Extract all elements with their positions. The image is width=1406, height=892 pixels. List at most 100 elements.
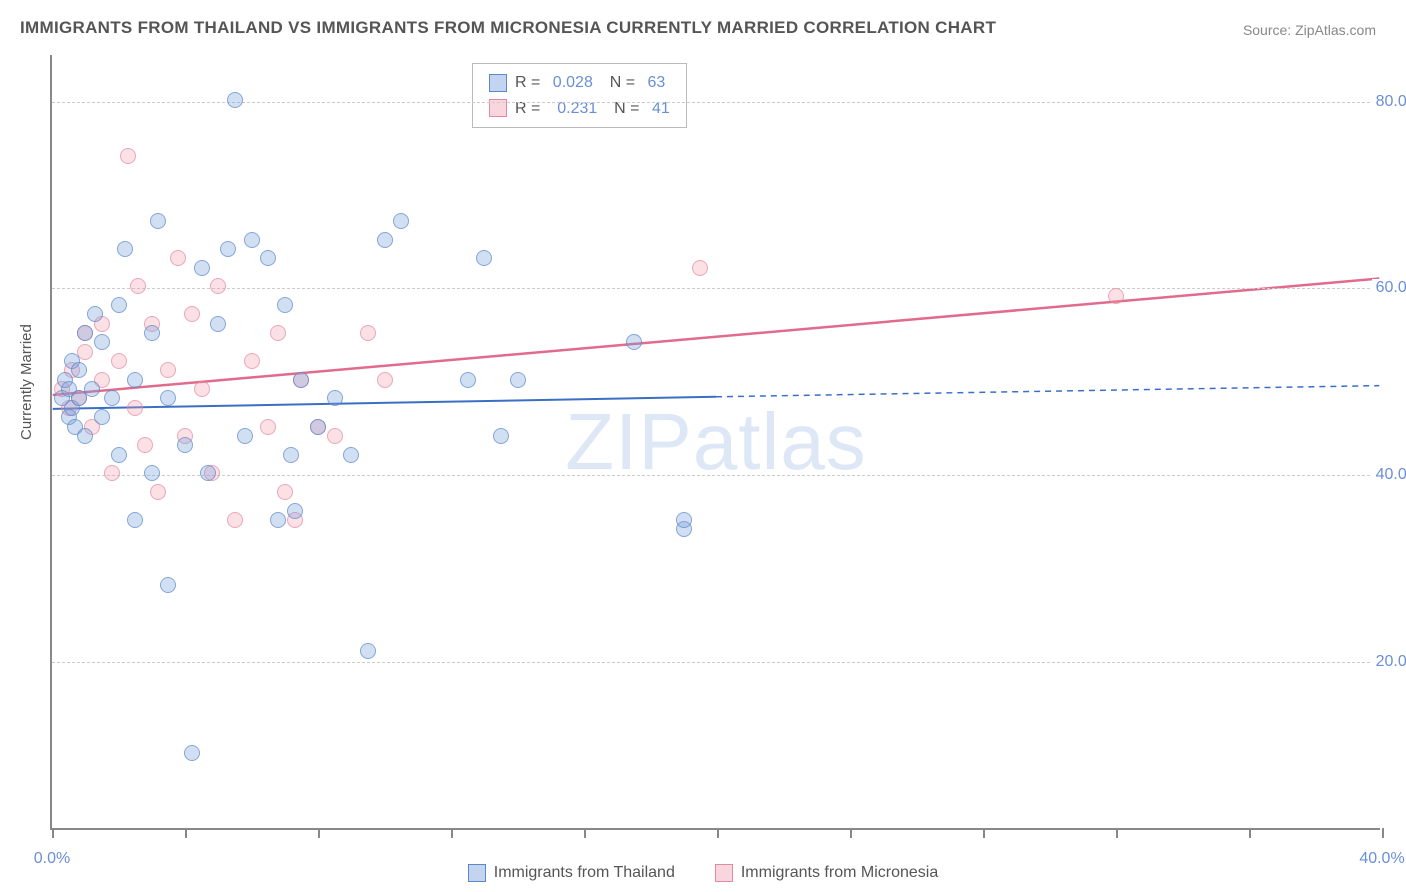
data-point xyxy=(260,250,276,266)
legend-item-thailand: Immigrants from Thailand xyxy=(468,864,675,882)
data-point xyxy=(244,232,260,248)
data-point xyxy=(287,503,303,519)
plot-area: ZIPatlas R = 0.028 N = 63 R = 0.231 N = … xyxy=(50,55,1380,830)
data-point xyxy=(360,325,376,341)
y-axis-label: Currently Married xyxy=(18,324,35,440)
data-point xyxy=(493,428,509,444)
data-point xyxy=(510,372,526,388)
data-point xyxy=(460,372,476,388)
data-point xyxy=(220,241,236,257)
x-tick xyxy=(1249,828,1251,838)
chart-title: IMMIGRANTS FROM THAILAND VS IMMIGRANTS F… xyxy=(20,18,996,38)
data-point xyxy=(260,419,276,435)
source-label: Source: ZipAtlas.com xyxy=(1243,22,1376,38)
data-point xyxy=(227,512,243,528)
data-point xyxy=(137,437,153,453)
data-point xyxy=(94,409,110,425)
x-tick xyxy=(584,828,586,838)
y-tick-label: 40.0% xyxy=(1372,466,1406,484)
data-point xyxy=(676,512,692,528)
swatch-blue-icon xyxy=(489,74,507,92)
x-tick xyxy=(1116,828,1118,838)
data-point xyxy=(130,278,146,294)
data-point xyxy=(127,372,143,388)
data-point xyxy=(117,241,133,257)
r-value: 0.028 xyxy=(553,70,593,96)
data-point xyxy=(227,92,243,108)
data-point xyxy=(194,381,210,397)
data-point xyxy=(160,577,176,593)
data-point xyxy=(343,447,359,463)
data-point xyxy=(310,419,326,435)
data-point xyxy=(111,353,127,369)
legend-item-micronesia: Immigrants from Micronesia xyxy=(715,864,938,882)
data-point xyxy=(111,447,127,463)
stats-row-micronesia: R = 0.231 N = 41 xyxy=(489,96,670,122)
data-point xyxy=(94,334,110,350)
data-point xyxy=(626,334,642,350)
x-tick xyxy=(318,828,320,838)
legend-label: Immigrants from Thailand xyxy=(494,864,675,882)
data-point xyxy=(120,148,136,164)
data-point xyxy=(104,390,120,406)
data-point xyxy=(170,250,186,266)
data-point xyxy=(127,512,143,528)
gridline xyxy=(52,662,1380,663)
data-point xyxy=(71,362,87,378)
data-point xyxy=(277,484,293,500)
data-point xyxy=(283,447,299,463)
data-point xyxy=(77,344,93,360)
data-point xyxy=(327,390,343,406)
data-point xyxy=(393,213,409,229)
data-point xyxy=(270,325,286,341)
data-point xyxy=(77,428,93,444)
x-tick xyxy=(850,828,852,838)
x-tick xyxy=(451,828,453,838)
data-point xyxy=(150,213,166,229)
stats-box: R = 0.028 N = 63 R = 0.231 N = 41 xyxy=(472,63,687,128)
data-point xyxy=(210,316,226,332)
data-point xyxy=(160,390,176,406)
data-point xyxy=(293,372,309,388)
data-point xyxy=(237,428,253,444)
watermark: ZIPatlas xyxy=(565,396,866,488)
y-tick-label: 60.0% xyxy=(1372,279,1406,297)
swatch-blue-icon xyxy=(468,864,486,882)
data-point xyxy=(111,297,127,313)
data-point xyxy=(87,306,103,322)
data-point xyxy=(200,465,216,481)
swatch-pink-icon xyxy=(715,864,733,882)
data-point xyxy=(377,232,393,248)
data-point xyxy=(360,643,376,659)
gridline xyxy=(52,475,1380,476)
data-point xyxy=(104,465,120,481)
x-tick xyxy=(52,828,54,838)
data-point xyxy=(127,400,143,416)
bottom-legend: Immigrants from Thailand Immigrants from… xyxy=(0,864,1406,882)
n-value: 63 xyxy=(648,70,666,96)
y-tick-label: 80.0% xyxy=(1372,93,1406,111)
data-point xyxy=(377,372,393,388)
data-point xyxy=(194,260,210,276)
data-point xyxy=(144,465,160,481)
data-point xyxy=(476,250,492,266)
r-value: 0.231 xyxy=(557,96,597,122)
data-point xyxy=(692,260,708,276)
gridline xyxy=(52,102,1380,103)
x-tick xyxy=(717,828,719,838)
data-point xyxy=(184,745,200,761)
data-point xyxy=(327,428,343,444)
gridline xyxy=(52,288,1380,289)
data-point xyxy=(150,484,166,500)
data-point xyxy=(184,306,200,322)
data-point xyxy=(277,297,293,313)
data-point xyxy=(270,512,286,528)
x-tick xyxy=(1382,828,1384,838)
data-point xyxy=(77,325,93,341)
stats-row-thailand: R = 0.028 N = 63 xyxy=(489,70,670,96)
legend-label: Immigrants from Micronesia xyxy=(741,864,938,882)
data-point xyxy=(84,381,100,397)
n-value: 41 xyxy=(652,96,670,122)
data-point xyxy=(160,362,176,378)
y-tick-label: 20.0% xyxy=(1372,653,1406,671)
